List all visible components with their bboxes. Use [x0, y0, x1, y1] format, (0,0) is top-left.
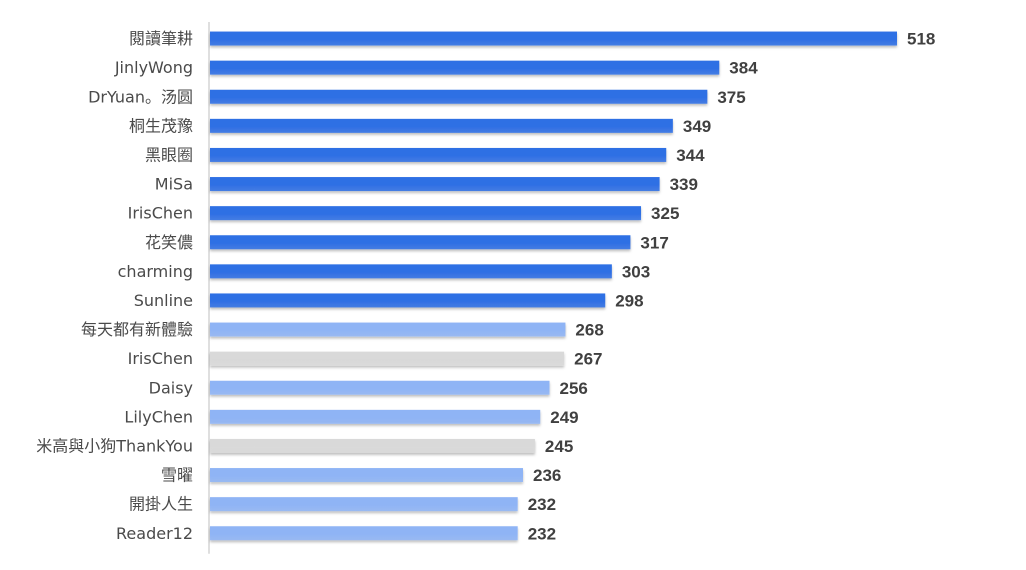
value-label: 232: [528, 495, 556, 514]
bar: [210, 177, 660, 192]
bar: [210, 526, 518, 541]
category-label: Daisy: [149, 378, 193, 397]
category-label: JinlyWong: [114, 58, 193, 77]
category-label: 米高與小狗ThankYou: [36, 436, 193, 455]
value-label: 236: [533, 466, 561, 485]
value-label: 298: [615, 291, 643, 310]
bar: [210, 60, 720, 75]
bar: [210, 322, 566, 337]
value-label: 518: [907, 30, 935, 49]
value-label: 317: [640, 233, 668, 252]
bar: [210, 31, 897, 46]
value-label: 349: [683, 117, 711, 136]
category-label: 閱讀筆耕: [129, 29, 193, 48]
bar: [210, 293, 606, 308]
value-label: 249: [550, 408, 578, 427]
category-label: 每天都有新體驗: [81, 320, 193, 339]
value-label: 344: [676, 146, 705, 165]
bar: [210, 380, 550, 395]
category-label: 花笑儂: [145, 233, 193, 252]
value-label: 232: [528, 524, 556, 543]
bar: [210, 351, 565, 366]
value-label: 303: [622, 262, 650, 281]
category-label: DrYuan。汤圆: [88, 87, 193, 106]
category-label: LilyChen: [124, 407, 193, 426]
category-label: Reader12: [116, 524, 193, 543]
value-label: 245: [545, 437, 573, 456]
value-label: 256: [560, 379, 588, 398]
value-label: 339: [670, 175, 698, 194]
category-label: 黑眼圈: [145, 145, 193, 164]
bar: [210, 497, 518, 512]
value-label: 375: [717, 88, 745, 107]
bar: [210, 438, 535, 453]
category-label: 開掛人生: [129, 495, 193, 514]
category-label: MiSa: [155, 175, 193, 194]
category-label: Sunline: [134, 291, 193, 310]
bar: [210, 264, 612, 279]
category-label: IrisChen: [128, 349, 193, 368]
value-label: 268: [575, 321, 603, 340]
category-label: 桐生茂豫: [129, 116, 193, 135]
bar: [210, 235, 631, 250]
bar: [210, 89, 708, 104]
value-label: 267: [574, 350, 602, 369]
category-label: 雪曜: [161, 466, 193, 485]
bar: [210, 147, 667, 162]
category-label: charming: [118, 262, 193, 281]
bar: [210, 468, 523, 483]
value-label: 384: [729, 59, 758, 78]
value-label: 325: [651, 204, 679, 223]
bar: [210, 409, 541, 424]
bar: [210, 118, 673, 133]
bar: [210, 206, 642, 221]
category-label: IrisChen: [128, 204, 193, 223]
